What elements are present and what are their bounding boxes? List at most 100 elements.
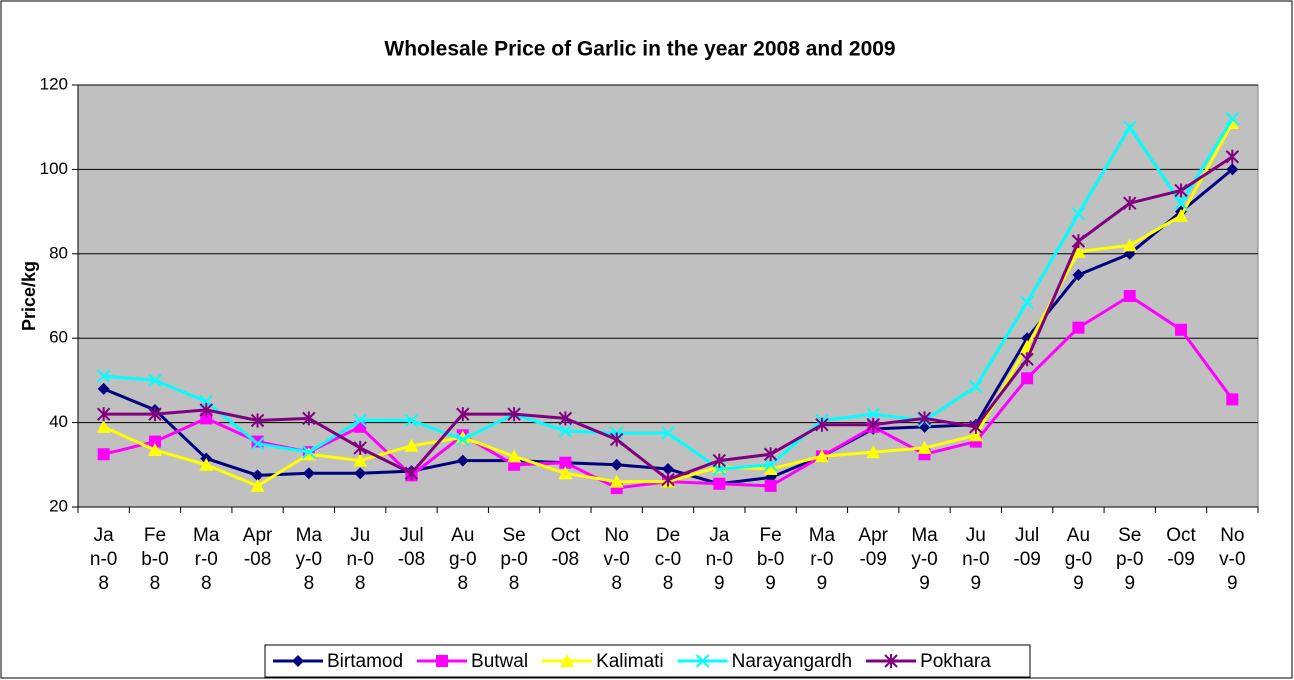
marker [200, 412, 213, 425]
marker [763, 462, 778, 476]
legend-label: Narayangardh [732, 651, 852, 672]
marker [97, 382, 110, 395]
marker [302, 445, 316, 459]
marker [456, 407, 470, 422]
marker [302, 467, 315, 480]
legend-label: Pokhara [920, 651, 991, 672]
chart-title: Wholesale Price of Garlic in the year 20… [384, 38, 895, 61]
x-tick-label: Jul-08 [397, 525, 426, 570]
y-tick-label: 20 [49, 496, 68, 515]
marker [866, 417, 880, 432]
marker [1174, 208, 1189, 222]
marker [559, 456, 572, 469]
marker [96, 369, 111, 383]
marker [354, 467, 367, 480]
marker [815, 417, 829, 432]
marker [404, 413, 419, 428]
marker [610, 458, 623, 471]
legend-label: Kalimati [596, 651, 664, 672]
marker [713, 477, 726, 490]
marker [292, 655, 304, 667]
marker [764, 479, 777, 492]
marker [560, 654, 575, 667]
marker [404, 438, 419, 452]
marker [148, 373, 162, 388]
marker [507, 407, 521, 422]
marker [866, 445, 881, 459]
marker [1122, 238, 1137, 252]
x-tick-label: Sep-09 [1116, 525, 1144, 594]
marker [251, 469, 264, 482]
x-tick-label: Feb-09 [756, 525, 785, 594]
marker [250, 478, 265, 492]
legend-label: Birtamod [327, 651, 403, 672]
marker [456, 432, 470, 447]
marker [455, 430, 470, 444]
marker [1071, 207, 1086, 221]
marker [814, 449, 829, 463]
marker [96, 419, 111, 433]
x-tick-label: Mar-08 [193, 525, 220, 594]
y-axis-label: Price/kg [19, 261, 39, 331]
x-tick-label: Feb-08 [141, 525, 169, 594]
marker [661, 472, 675, 487]
marker [436, 655, 449, 667]
marker [1225, 149, 1240, 164]
marker [199, 402, 213, 417]
x-tick-label: May-09 [911, 525, 938, 594]
marker [148, 407, 162, 422]
marker [866, 407, 880, 421]
marker [917, 411, 932, 426]
marker [96, 407, 111, 422]
marker [199, 457, 214, 471]
marker [1174, 183, 1188, 198]
marker [1071, 234, 1086, 249]
marker [695, 654, 710, 668]
marker [558, 424, 573, 438]
x-tick-label: Apr-09 [858, 525, 888, 570]
marker [884, 654, 898, 668]
y-tick-label: 80 [49, 243, 68, 262]
marker [1020, 295, 1034, 310]
marker [1175, 323, 1188, 336]
x-tick-label: Jul-09 [1013, 525, 1041, 570]
x-tick-label: Dec-08 [654, 525, 682, 594]
x-tick-label: Mar-09 [808, 525, 836, 594]
y-tick-label: 100 [40, 159, 68, 178]
marker [558, 411, 573, 426]
y-tick-label: 60 [49, 328, 68, 347]
marker [917, 440, 932, 454]
marker [662, 463, 674, 476]
x-tick-label: Jun-09 [962, 525, 990, 594]
marker [968, 428, 983, 442]
marker [1072, 321, 1085, 334]
marker [609, 432, 624, 447]
marker [1072, 268, 1085, 281]
x-tick-label: Oct-09 [1166, 525, 1196, 570]
marker [1071, 244, 1086, 258]
marker [1021, 372, 1034, 385]
marker [712, 453, 727, 468]
marker [1226, 393, 1239, 406]
legend-label: Butwal [471, 651, 528, 672]
marker [1225, 112, 1240, 126]
marker [1123, 290, 1136, 302]
x-tick-label: Jan-09 [705, 525, 734, 594]
x-tick-label: Aug-09 [1064, 525, 1093, 594]
y-tick-label: 120 [40, 74, 68, 93]
marker [763, 458, 778, 472]
marker [661, 426, 675, 440]
x-tick-label: Apr-08 [242, 525, 273, 570]
y-tick-label: 40 [49, 412, 68, 431]
marker [507, 449, 522, 463]
marker [147, 443, 162, 457]
x-tick-label: Nov-08 [603, 525, 630, 594]
marker [558, 466, 573, 480]
marker [609, 474, 624, 488]
marker [969, 419, 983, 434]
marker [1123, 196, 1137, 211]
marker [1226, 163, 1239, 176]
x-tick-label: Jan-08 [89, 525, 118, 594]
